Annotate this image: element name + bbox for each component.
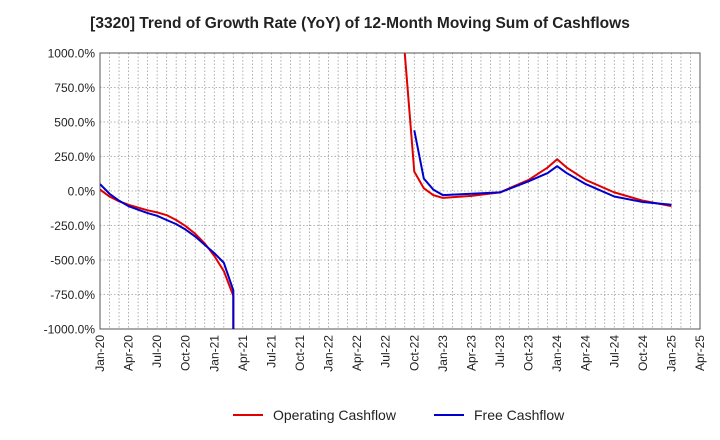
y-tick-label: 500.0% bbox=[54, 116, 95, 130]
y-tick-label: 1000.0% bbox=[48, 47, 96, 61]
y-tick-label: -750.0% bbox=[50, 288, 95, 302]
series-group bbox=[100, 53, 672, 329]
y-tick-label: 250.0% bbox=[54, 150, 95, 164]
legend: Operating Cashflow Free Cashflow bbox=[0, 404, 720, 426]
x-tick-label: Jul-24 bbox=[607, 335, 621, 368]
legend-swatch-operating bbox=[233, 414, 263, 416]
y-tick-label: -250.0% bbox=[50, 219, 95, 233]
y-axis-ticks: 1000.0% 750.0% 500.0% 250.0% 0.0% -250.0% -500… bbox=[44, 47, 96, 337]
x-tick-label: Apr-24 bbox=[579, 335, 593, 371]
axes bbox=[99, 52, 701, 330]
x-tick-label: Apr-25 bbox=[693, 335, 707, 371]
x-tick-label: Oct-20 bbox=[179, 335, 193, 371]
x-tick-label: Jul-23 bbox=[493, 335, 507, 368]
x-axis-ticks: Jan-20 Apr-20 Jul-20 Oct-20 Jan-21 Apr-21 Jul-… bbox=[93, 335, 707, 372]
y-tick-label: -1000.0% bbox=[44, 323, 96, 337]
plot-frame bbox=[99, 52, 701, 330]
legend-label-free: Free Cashflow bbox=[474, 407, 565, 423]
x-tick-label: Oct-24 bbox=[636, 335, 650, 371]
x-tick-label: Jul-21 bbox=[264, 335, 278, 368]
x-tick-label: Oct-22 bbox=[407, 335, 421, 371]
chart-title: [3320] Trend of Growth Rate (YoY) of 12-… bbox=[90, 15, 630, 32]
legend-item-free: Free Cashflow bbox=[434, 404, 564, 426]
x-tick-label: Apr-20 bbox=[122, 335, 136, 371]
y-tick-label: 750.0% bbox=[54, 81, 95, 95]
legend-swatch-free bbox=[434, 414, 464, 416]
x-tick-label: Jan-23 bbox=[436, 335, 450, 372]
legend-label-operating: Operating Cashflow bbox=[273, 407, 396, 423]
y-tick-label: 0.0% bbox=[68, 185, 96, 199]
x-tick-label: Jan-25 bbox=[664, 335, 678, 372]
x-tick-label: Jan-24 bbox=[550, 335, 564, 372]
x-tick-label: Jan-22 bbox=[322, 335, 336, 372]
series-line-operating-cashflow bbox=[403, 53, 672, 208]
x-tick-label: Apr-23 bbox=[464, 335, 478, 371]
x-tick-label: Jan-20 bbox=[93, 335, 107, 372]
x-tick-label: Jul-20 bbox=[150, 335, 164, 368]
x-tick-label: Oct-23 bbox=[522, 335, 536, 371]
x-tick-label: Apr-21 bbox=[236, 335, 250, 371]
series-line-free-cashflow bbox=[413, 130, 672, 206]
y-tick-label: -500.0% bbox=[50, 254, 95, 268]
x-tick-label: Jan-21 bbox=[207, 335, 221, 372]
x-tick-label: Apr-22 bbox=[350, 335, 364, 371]
x-tick-label: Oct-21 bbox=[293, 335, 307, 371]
legend-item-operating: Operating Cashflow bbox=[233, 404, 396, 426]
series-line-free-cashflow bbox=[100, 183, 235, 329]
x-tick-label: Jul-22 bbox=[379, 335, 393, 368]
